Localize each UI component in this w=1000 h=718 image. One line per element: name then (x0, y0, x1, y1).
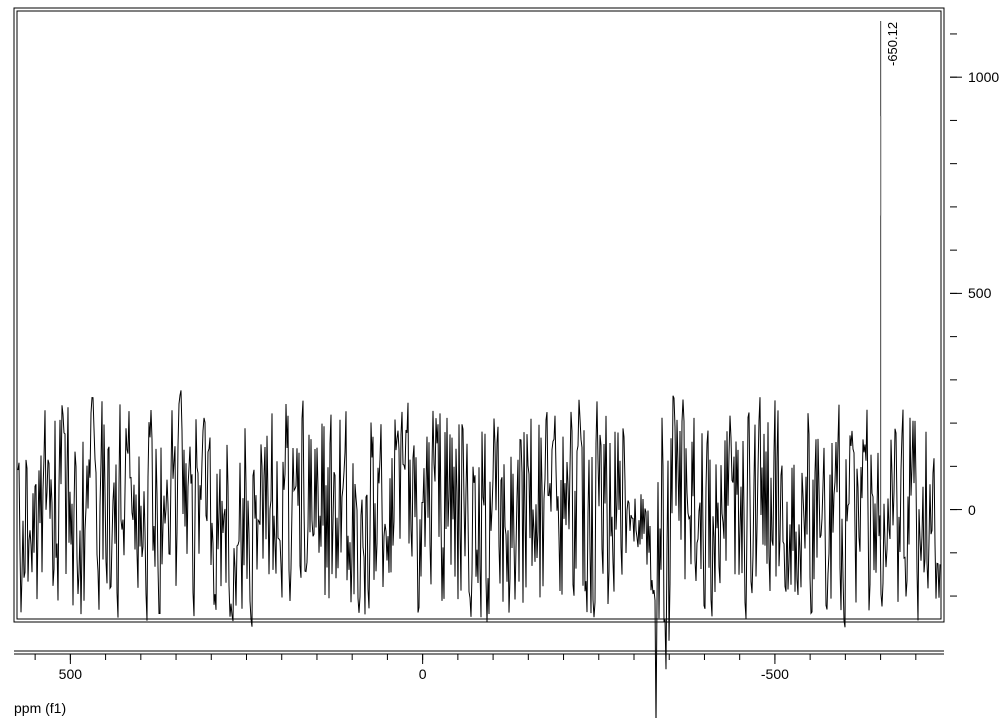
nmr-spectrum-figure: 0 500 1000 500 0 -500 ppm (f1) -650.12 (0, 0, 1000, 718)
y-tick-label: 500 (968, 285, 991, 301)
spectrum-plot (0, 0, 1000, 718)
x-tick-label: 500 (59, 666, 82, 682)
x-tick-label: 0 (419, 666, 427, 682)
peak-label: -650.12 (885, 22, 900, 66)
y-tick-label: 0 (968, 502, 976, 518)
x-axis-label: ppm (f1) (14, 700, 66, 716)
y-tick-label: 1000 (968, 69, 999, 85)
x-tick-label: -500 (761, 666, 789, 682)
